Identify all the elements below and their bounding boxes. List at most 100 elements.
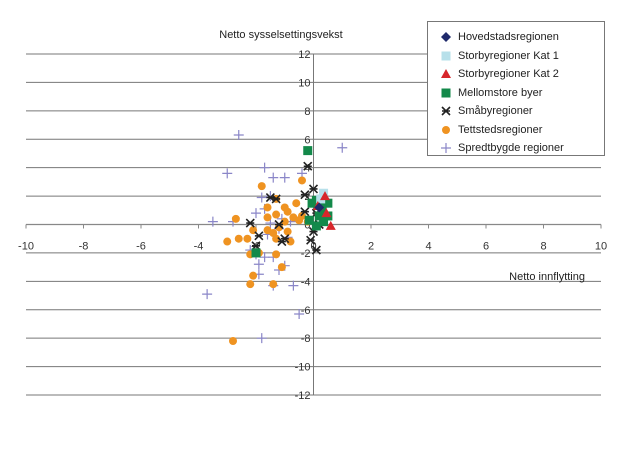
point-tettstedsregioner [292, 199, 301, 208]
point-tettstedsregioner [280, 217, 289, 226]
square-marker-icon [441, 51, 451, 60]
circle-marker-icon [442, 125, 450, 134]
x-tick-label: -4 [194, 241, 204, 253]
point-tettstedsregioner [272, 250, 281, 259]
point-tettstedsregioner [263, 213, 272, 222]
point-tettstedsregioner [246, 280, 255, 289]
point-storbyregioner-kat-2 [320, 191, 330, 201]
point-storbyregioner-kat-2 [321, 208, 332, 218]
legend-label: Småbyregioner [458, 105, 533, 117]
y-tick-label: -2 [301, 248, 311, 260]
legend-item: Tettstedsregioner [440, 122, 542, 138]
point-tettstedsregioner [249, 271, 258, 280]
point-tettstedsregioner [257, 182, 266, 191]
point-spredtbygde-regioner [337, 142, 348, 153]
point-tettstedsregioner [243, 234, 252, 243]
point-sm-byregioner [308, 184, 319, 194]
y-axis-title: Netto sysselsettingsvekst [219, 29, 343, 41]
point-mellomstore-byer [311, 221, 321, 231]
point-sm-byregioner [277, 236, 287, 247]
legend-item: Småbyregioner [440, 103, 533, 119]
x-tick-label: 10 [595, 241, 607, 253]
y-tick-label: 4 [304, 163, 310, 175]
point-sm-byregioner [300, 190, 310, 200]
point-tettstedsregioner [269, 280, 278, 289]
y-tick-label: -12 [295, 390, 311, 402]
x-axis-title: Netto innflytting [509, 271, 585, 283]
legend-label: Tettstedsregioner [458, 123, 543, 136]
point-spredtbygde-regioner [233, 129, 244, 140]
point-sm-byregioner [245, 218, 255, 228]
point-sm-byregioner [254, 231, 264, 241]
x-tick-label: 8 [540, 241, 546, 253]
point-tettstedsregioner [223, 237, 232, 246]
x-tick-label: 6 [483, 241, 489, 253]
legend-item: Spredtbygde regioner [440, 140, 564, 156]
point-mellomstore-byer [304, 215, 314, 225]
point-tettstedsregioner [277, 263, 286, 272]
x-tick-label: 4 [425, 241, 431, 253]
x-tick-label: -6 [136, 241, 146, 253]
x-tick-label: -8 [79, 241, 89, 253]
point-tettstedsregioner [298, 176, 306, 185]
asterisk-marker-icon [441, 106, 451, 116]
y-tick-label: 12 [298, 49, 310, 61]
legend-label: Hovedstadsregionen [458, 31, 559, 43]
point-spredtbygde-regioner [256, 333, 267, 344]
point-spredtbygde-regioner [294, 309, 305, 320]
square-marker-icon [441, 88, 451, 97]
point-hovedstadsregionen [314, 202, 325, 213]
legend: Hovedstadsregionen Storbyregioner Kat 1 St… [427, 21, 605, 156]
y-tick-label: -8 [301, 333, 311, 345]
legend-item: Mellomstore byer [440, 85, 542, 101]
y-tick-label: -6 [301, 305, 311, 317]
y-tick-label: 6 [304, 134, 310, 146]
y-tick-label: 8 [304, 106, 310, 118]
point-storbyregioner-kat-1 [319, 188, 329, 198]
plus-marker-icon [441, 143, 451, 153]
point-tettstedsregioner [286, 237, 295, 246]
point-spredtbygde-regioner [259, 162, 270, 173]
point-sm-byregioner [303, 161, 313, 171]
point-tettstedsregioner [272, 234, 281, 243]
legend-label: Mellomstore byer [458, 86, 543, 99]
point-spredtbygde-regioner [202, 289, 213, 300]
point-mellomstore-byer [323, 198, 333, 208]
point-tettstedsregioner [298, 211, 306, 220]
legend-item: Hovedstadsregionen [440, 29, 559, 45]
point-mellomstore-byer [251, 248, 261, 258]
legend-label: Storbyregioner Kat 1 [458, 49, 559, 62]
point-spredtbygde-regioner [253, 259, 264, 270]
point-mellomstore-byer [314, 211, 324, 221]
point-mellomstore-byer [303, 146, 313, 156]
point-sm-byregioner [274, 219, 284, 230]
x-tick-label: 2 [368, 241, 374, 253]
point-spredtbygde-regioner [279, 172, 290, 183]
point-spredtbygde-regioner [207, 216, 218, 227]
y-tick-label: -4 [301, 276, 311, 288]
legend-item: Storbyregioner Kat 2 [440, 66, 559, 82]
y-tick-label: 10 [298, 77, 310, 89]
point-spredtbygde-regioner [256, 192, 267, 203]
point-spredtbygde-regioner [268, 172, 279, 183]
legend-label: Spredtbygde regioner [458, 142, 564, 154]
triangle-marker-icon [441, 69, 451, 78]
point-sm-byregioner [306, 235, 316, 245]
point-storbyregioner-kat-2 [325, 220, 336, 230]
point-tettstedsregioner [283, 207, 292, 216]
diamond-marker-icon [441, 32, 451, 42]
point-spredtbygde-regioner [288, 280, 299, 291]
point-mellomstore-byer [319, 217, 329, 227]
point-spredtbygde-regioner [251, 208, 261, 219]
point-tettstedsregioner [275, 223, 283, 232]
point-sm-byregioner [271, 194, 281, 204]
point-tettstedsregioner [234, 234, 243, 243]
legend-item: Storbyregioner Kat 1 [440, 48, 559, 64]
point-tettstedsregioner [272, 210, 281, 219]
y-tick-label: -10 [295, 362, 311, 374]
point-tettstedsregioner [263, 203, 272, 212]
x-tick-label: -10 [18, 241, 34, 253]
point-sm-byregioner [311, 245, 321, 255]
point-spredtbygde-regioner [259, 252, 270, 263]
